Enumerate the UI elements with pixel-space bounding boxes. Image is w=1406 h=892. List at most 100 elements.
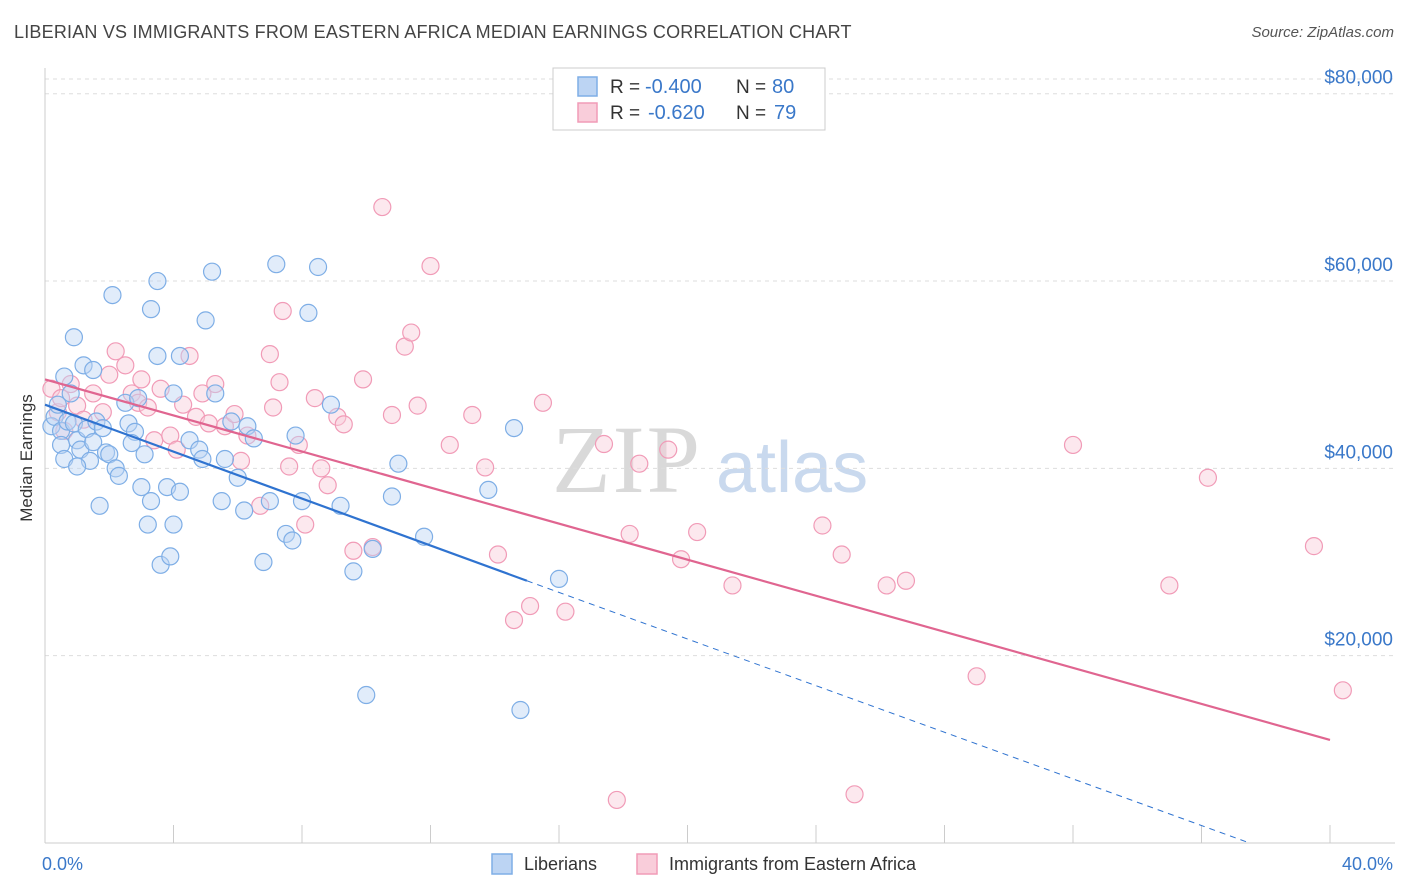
immigrants-point-38: [312, 459, 331, 478]
immigrants-point-74: [1160, 576, 1179, 595]
liberians-point-70: [389, 454, 408, 473]
liberians-point-73: [504, 418, 524, 438]
liberians-point-72: [479, 480, 498, 500]
immigrants-point-45: [373, 197, 392, 217]
x-tick-label-right: 40.0%: [1342, 854, 1393, 874]
source-label: Source: ZipAtlas.com: [1251, 24, 1394, 41]
immigrants-point-48: [402, 323, 421, 342]
liberians-point-42: [180, 431, 199, 450]
chart-title: LIBERIAN VS IMMIGRANTS FROM EASTERN AFRI…: [14, 22, 852, 42]
liberians-point-46: [202, 262, 222, 281]
trend-lines: [44, 378, 1331, 844]
immigrants-point-49: [408, 396, 427, 415]
immigrants-point-50: [421, 256, 440, 276]
immigrants-point-21: [180, 346, 199, 366]
immigrants-point-66: [723, 576, 742, 595]
immigrants-point-78: [273, 301, 292, 321]
liberians-point-33: [141, 492, 161, 511]
stats-legend-r-label-pink: R =: [610, 103, 640, 124]
immigrants-point-28: [231, 451, 251, 470]
immigrants-point-42: [344, 541, 363, 560]
immigrants-point-23: [193, 384, 212, 403]
liberians-point-18: [90, 496, 109, 515]
liberians-point-39: [164, 515, 183, 534]
immigrants-point-11: [116, 356, 135, 375]
immigrants-point-36: [296, 515, 315, 534]
liberians-point-22: [103, 285, 122, 305]
series-liberians-points: [42, 255, 569, 720]
immigrants-point-37: [305, 389, 324, 408]
immigrants-point-65: [688, 522, 707, 542]
immigrants-point-62: [630, 454, 649, 473]
liberians-point-31: [138, 515, 157, 534]
immigrants-point-52: [463, 405, 482, 425]
immigrants-point-71: [896, 571, 916, 590]
liberians-point-60: [286, 426, 305, 445]
immigrants-point-58: [556, 602, 575, 621]
liberians-point-50: [222, 412, 241, 431]
x-tick-label-left: 0.0%: [42, 854, 83, 874]
liberians-point-58: [276, 524, 296, 544]
immigrants-point-51: [440, 435, 459, 455]
liberians-point-66: [344, 562, 363, 581]
stats-legend-r-value-pink: -0.620: [648, 102, 705, 124]
liberians-point-45: [196, 311, 215, 330]
watermark-zip: ZIP: [552, 406, 702, 513]
liberians-trend-line: [44, 403, 528, 582]
immigrants-point-76: [1304, 537, 1324, 556]
immigrants-point-77: [1333, 681, 1352, 700]
y-axis-label: Median Earnings: [17, 394, 36, 522]
y-tick-label-1: $40,000: [1324, 442, 1393, 463]
liberians-point-8: [64, 328, 84, 347]
liberians-point-24: [109, 466, 128, 485]
liberians-point-55: [254, 552, 273, 572]
liberians-point-59: [283, 531, 302, 550]
liberians-point-75: [549, 569, 569, 588]
immigrants-point-68: [832, 545, 851, 564]
y-tick-label-0: $20,000: [1324, 630, 1393, 651]
stats-legend-n-label-blue: N =: [736, 77, 766, 98]
liberians-point-40: [170, 346, 190, 366]
immigrants-point-69: [845, 785, 864, 804]
y-tick-label-3: $80,000: [1324, 68, 1393, 89]
liberians-point-34: [148, 346, 167, 366]
liberians-point-7: [61, 384, 80, 403]
immigrants-point-53: [476, 458, 495, 477]
stats-legend-n-value-pink: 79: [774, 102, 796, 124]
immigrants-point-75: [1198, 468, 1218, 487]
immigrants-point-54: [488, 545, 508, 564]
legend-swatch-immigrants: [636, 853, 658, 875]
immigrants-point-59: [594, 434, 614, 454]
series-legend: Liberians Immigrants from Eastern Africa: [491, 853, 917, 875]
stats-legend-r-value-blue: -0.400: [645, 76, 702, 98]
liberians-point-32: [141, 300, 161, 319]
immigrants-point-60: [607, 790, 626, 810]
immigrants-point-55: [504, 610, 524, 630]
liberians-point-41: [170, 482, 190, 501]
liberians-point-15: [84, 360, 103, 380]
legend-swatch-liberians: [491, 853, 513, 875]
liberians-point-67: [357, 685, 376, 705]
liberians-point-69: [382, 487, 402, 506]
stats-legend: R = -0.400 N = 80 R = -0.620 N = 79: [552, 67, 826, 131]
liberians-point-49: [215, 449, 234, 469]
immigrants-point-14: [132, 370, 151, 389]
liberians-point-57: [267, 255, 286, 274]
liberians-point-29: [132, 477, 151, 497]
liberians-point-48: [212, 492, 231, 511]
immigrants-point-10: [106, 342, 125, 361]
immigrants-point-57: [533, 393, 553, 412]
immigrants-point-46: [382, 405, 402, 425]
immigrants-point-61: [620, 524, 639, 544]
immigrants-point-9: [100, 365, 119, 384]
immigrants-point-72: [967, 667, 986, 686]
liberians-point-52: [235, 501, 254, 520]
series-immigrants-points: [42, 197, 1352, 810]
immigrants-point-32: [263, 398, 283, 417]
y-tick-label-2: $60,000: [1324, 255, 1393, 276]
legend-label-immigrants: Immigrants from Eastern Africa: [669, 854, 917, 874]
liberians-point-35: [148, 271, 167, 291]
liberians-point-16: [84, 433, 103, 452]
legend-label-liberians: Liberians: [524, 854, 597, 874]
